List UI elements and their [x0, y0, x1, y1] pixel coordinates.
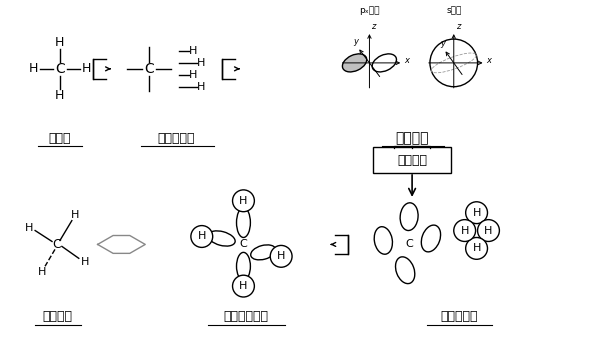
Text: H: H: [80, 257, 89, 267]
Text: 化学式: 化学式: [49, 132, 71, 145]
Text: 原子軌道: 原子軌道: [395, 131, 429, 145]
Text: H: H: [82, 62, 91, 76]
Ellipse shape: [251, 245, 276, 260]
Text: 混成軌道: 混成軌道: [397, 153, 427, 167]
Circle shape: [430, 39, 478, 87]
Ellipse shape: [421, 225, 440, 252]
Text: pₓ軌道: pₓ軌道: [359, 6, 380, 15]
Circle shape: [454, 220, 476, 242]
Text: H: H: [460, 226, 469, 236]
Circle shape: [466, 202, 487, 224]
Text: s軌道: s軌道: [446, 6, 461, 15]
Text: H: H: [188, 70, 197, 80]
Text: C: C: [145, 62, 154, 76]
Text: z: z: [371, 22, 376, 31]
Text: C: C: [53, 238, 61, 251]
Text: H: H: [55, 35, 65, 49]
Text: H: H: [25, 223, 34, 232]
Text: H: H: [38, 267, 46, 277]
Text: H: H: [197, 58, 205, 68]
Text: x: x: [404, 56, 409, 65]
Text: C: C: [239, 239, 247, 250]
Text: H: H: [197, 82, 205, 92]
Text: 分子構造: 分子構造: [42, 310, 72, 323]
Ellipse shape: [374, 227, 392, 254]
Ellipse shape: [208, 231, 235, 246]
Text: H: H: [239, 196, 248, 206]
Text: H: H: [277, 251, 286, 261]
Text: H: H: [55, 89, 65, 102]
Text: 原子価状態: 原子価状態: [440, 310, 478, 323]
Text: C: C: [55, 62, 65, 76]
Circle shape: [233, 275, 254, 297]
Text: z: z: [456, 22, 460, 31]
Circle shape: [478, 220, 499, 242]
Text: H: H: [239, 281, 248, 291]
Ellipse shape: [236, 252, 250, 280]
Text: H: H: [28, 62, 38, 76]
Text: H: H: [188, 46, 197, 56]
Text: 原子価結合法: 原子価結合法: [223, 310, 268, 323]
Text: H: H: [197, 231, 206, 242]
Text: y: y: [440, 39, 445, 48]
Ellipse shape: [236, 208, 250, 237]
Text: H: H: [472, 208, 481, 218]
Text: 原子価表現: 原子価表現: [157, 132, 195, 145]
FancyBboxPatch shape: [373, 147, 451, 173]
Text: H: H: [484, 226, 493, 236]
Ellipse shape: [372, 54, 397, 72]
Text: y: y: [353, 37, 359, 46]
Ellipse shape: [400, 203, 418, 230]
Text: H: H: [472, 243, 481, 253]
Circle shape: [191, 226, 213, 247]
Circle shape: [233, 190, 254, 212]
Ellipse shape: [395, 257, 415, 284]
Text: C: C: [405, 239, 413, 250]
Ellipse shape: [343, 54, 367, 72]
Text: H: H: [71, 210, 79, 220]
Text: x: x: [487, 56, 491, 65]
Circle shape: [466, 237, 487, 259]
Circle shape: [270, 245, 292, 267]
